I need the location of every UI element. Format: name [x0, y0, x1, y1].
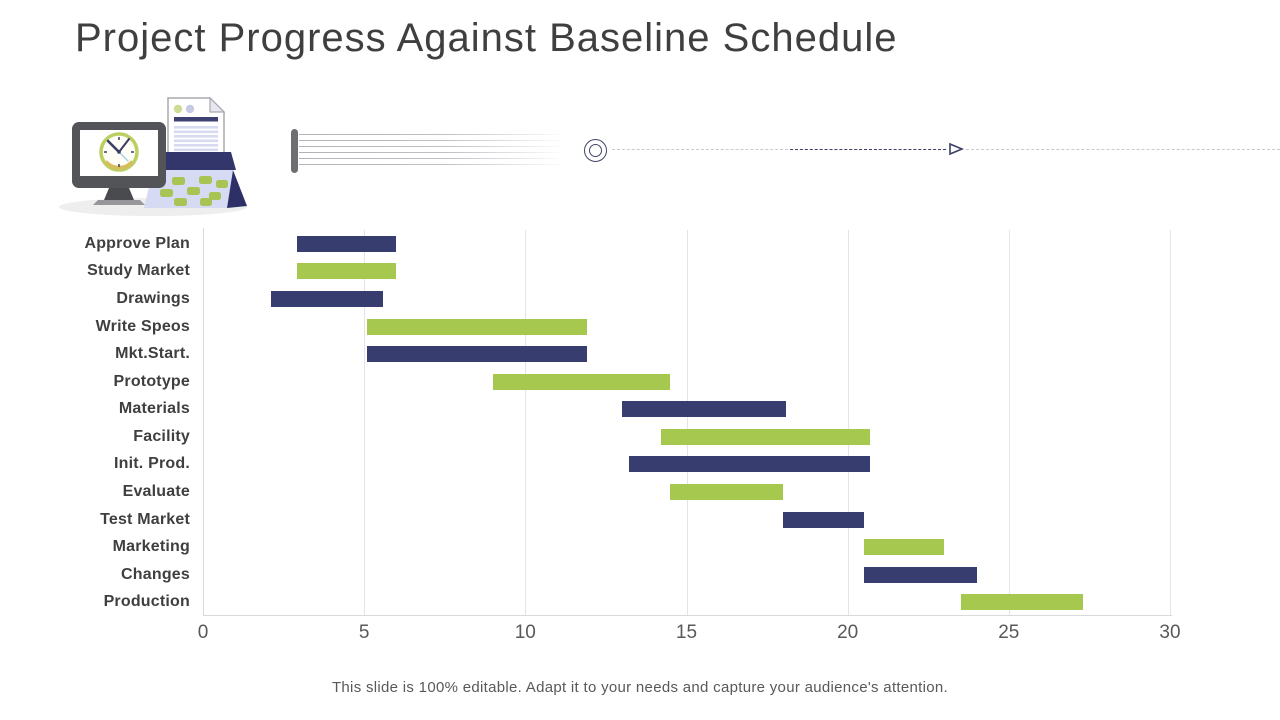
- ruled-lines: [299, 134, 567, 168]
- document-icon: [167, 96, 226, 161]
- grid-line: [847, 230, 849, 616]
- dashed-line-right: [966, 149, 1280, 150]
- task-bar: [367, 318, 587, 335]
- task-bar: [628, 456, 871, 473]
- category-label: Study Market: [87, 262, 190, 280]
- grid-line: [1170, 230, 1171, 616]
- grid-line: [525, 230, 527, 616]
- footer-note: This slide is 100% editable. Adapt it to…: [331, 679, 949, 696]
- dashed-line-dark: [790, 149, 946, 150]
- dashed-line-left: [612, 149, 788, 150]
- category-label: Init. Prod.: [114, 455, 190, 473]
- x-axis-tick: 25: [998, 622, 1020, 643]
- x-axis-tick: 30: [1159, 622, 1181, 643]
- calendar-icon: [144, 152, 247, 208]
- task-bar: [367, 346, 587, 363]
- task-bar: [296, 263, 397, 280]
- category-label: Changes: [121, 565, 190, 583]
- category-label: Evaluate: [122, 482, 190, 500]
- category-label: Test Market: [100, 510, 190, 528]
- timeline-node-icon: [584, 139, 607, 162]
- task-bar: [670, 483, 784, 500]
- task-bar: [270, 290, 384, 307]
- timeline-start-bar: [291, 129, 298, 173]
- x-axis-tick: 20: [837, 622, 859, 643]
- x-axis-tick: 10: [514, 622, 536, 643]
- category-label: Approve Plan: [84, 234, 190, 252]
- grid-line: [364, 230, 366, 616]
- monitor-clock-icon: [72, 122, 166, 205]
- task-bar: [493, 373, 671, 390]
- x-axis-tick: 15: [675, 622, 698, 643]
- task-bar: [660, 428, 871, 445]
- category-label: Mkt.Start.: [115, 345, 190, 363]
- task-bar: [960, 594, 1083, 611]
- category-label: Prototype: [113, 372, 190, 390]
- x-axis-tick: 0: [197, 622, 209, 643]
- grid-line: [686, 230, 688, 616]
- category-label: Write Speos: [95, 317, 190, 335]
- arrow-right-icon: [949, 142, 964, 156]
- category-label: Marketing: [112, 538, 190, 556]
- task-bar: [622, 401, 787, 418]
- task-bar: [863, 566, 977, 583]
- task-bar: [296, 235, 397, 252]
- y-axis-line: [203, 228, 204, 616]
- category-label: Materials: [118, 400, 190, 418]
- category-label: Production: [103, 593, 190, 611]
- schedule-illustration-icon: [59, 96, 247, 216]
- task-bar: [783, 511, 864, 528]
- category-label: Facility: [133, 427, 190, 445]
- grid-line: [1008, 230, 1010, 616]
- page-title: Project Progress Against Baseline Schedu…: [75, 16, 898, 60]
- task-bar: [863, 539, 945, 556]
- x-axis-tick: 5: [358, 622, 370, 643]
- x-axis-line: [203, 615, 1172, 616]
- category-label: Drawings: [116, 289, 190, 307]
